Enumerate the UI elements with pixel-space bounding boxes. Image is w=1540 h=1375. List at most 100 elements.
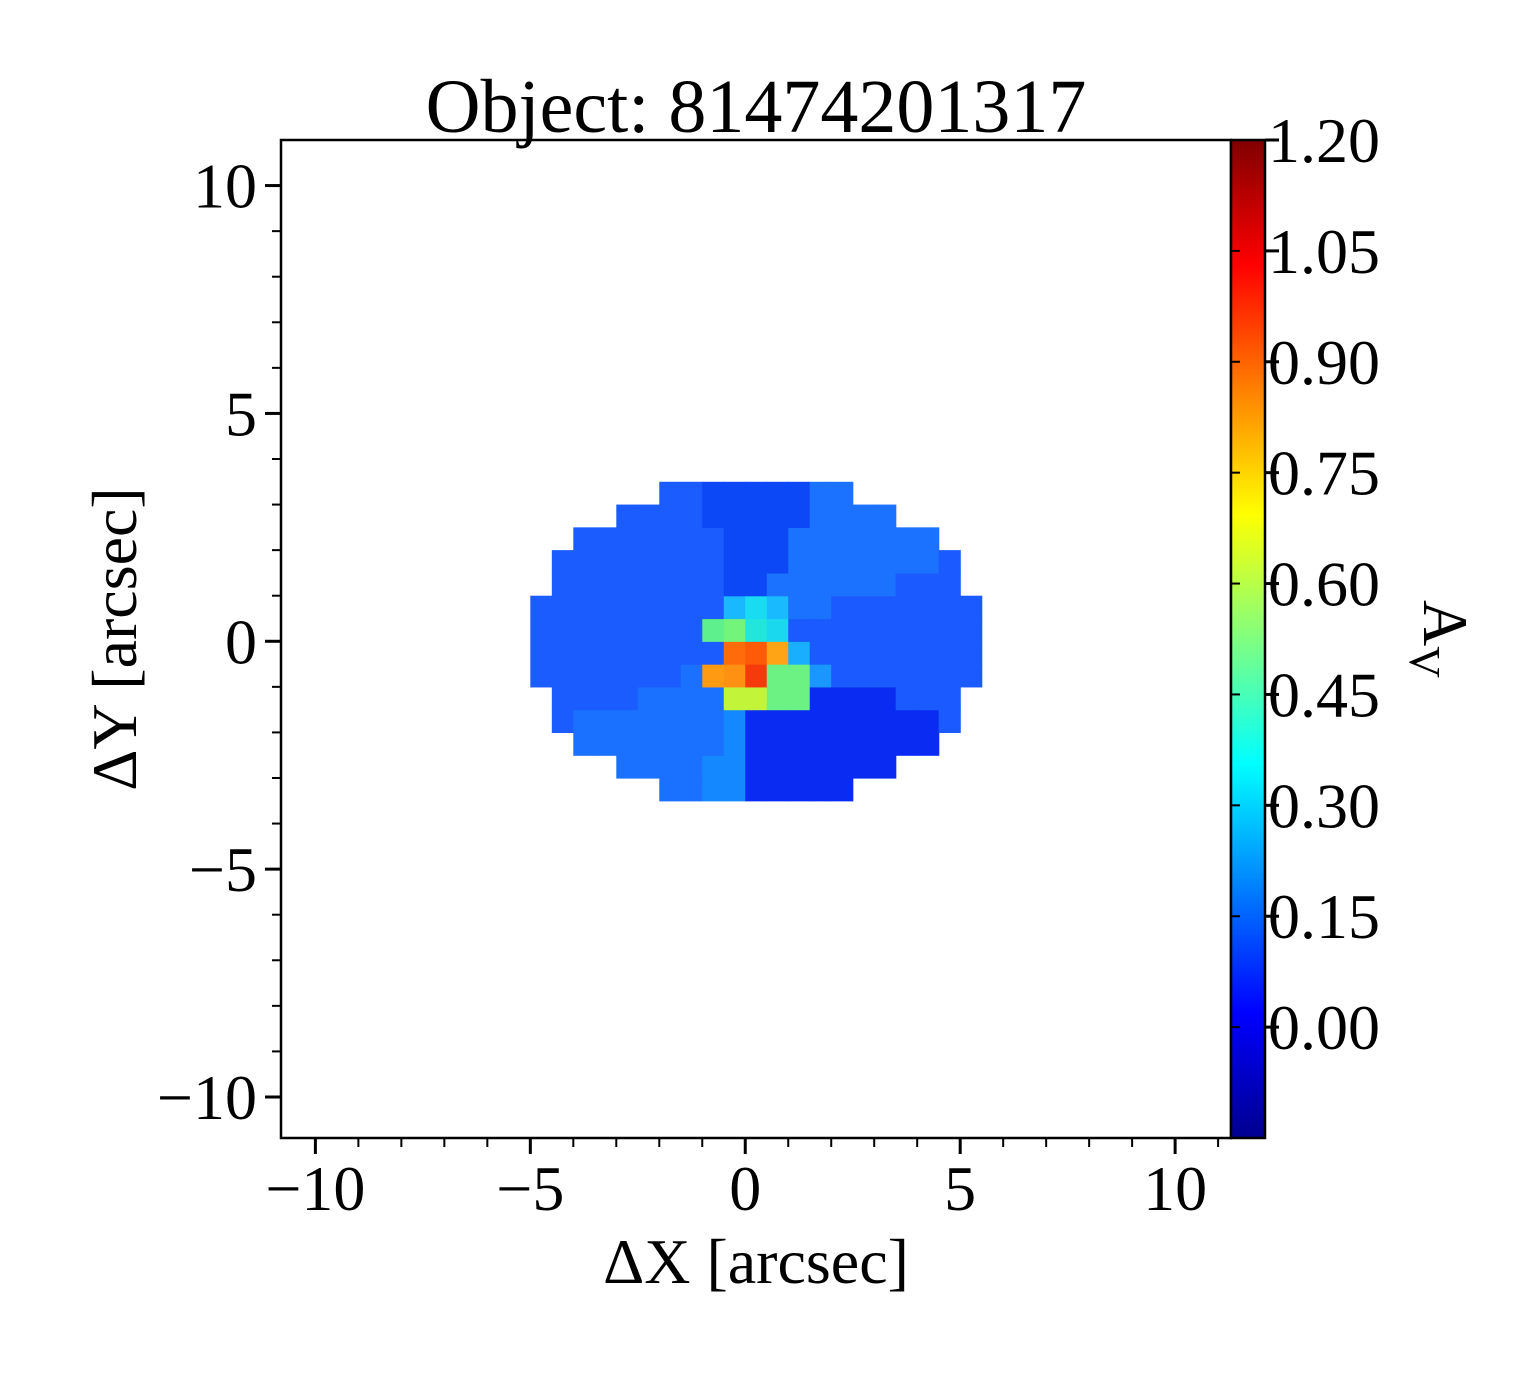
map-pixel: [702, 504, 725, 528]
map-pixel: [874, 664, 897, 688]
map-pixel: [637, 709, 660, 734]
map-pixel: [831, 572, 854, 597]
map-pixel: [530, 595, 553, 620]
map-pixel: [809, 664, 832, 688]
map-pixel: [917, 709, 940, 734]
map-pixel: [895, 732, 918, 756]
map-pixel: [745, 777, 768, 802]
map-pixel: [895, 572, 918, 597]
map-pixel: [594, 732, 617, 756]
map-pixel: [616, 664, 639, 688]
map-pixel: [680, 618, 703, 642]
map-pixel: [616, 641, 639, 665]
map-pixel: [702, 595, 725, 620]
map-pixel: [831, 481, 854, 506]
map-pixel: [680, 550, 703, 574]
map-pixel: [917, 572, 940, 597]
map-pixel: [551, 595, 574, 620]
map-pixel: [745, 709, 768, 734]
map-pixel: [831, 618, 854, 642]
map-pixel: [766, 732, 789, 756]
map-pixel: [573, 527, 596, 551]
x-tick-label: 0: [729, 1153, 761, 1224]
map-pixel: [809, 572, 832, 597]
map-pixel: [766, 527, 789, 551]
map-pixel: [594, 686, 617, 711]
map-pixel: [960, 595, 983, 620]
map-pixel: [637, 732, 660, 756]
map-pixel: [766, 481, 789, 506]
map-pixel: [637, 664, 660, 688]
map-pixel: [702, 732, 725, 756]
map-pixel: [745, 686, 768, 711]
map-pixel: [637, 504, 660, 528]
map-pixel: [616, 595, 639, 620]
map-pixel: [809, 618, 832, 642]
map-pixel: [960, 618, 983, 642]
map-pixel: [788, 641, 811, 665]
map-pixel: [788, 595, 811, 620]
colorbar: [1229, 138, 1267, 1140]
map-pixel: [874, 732, 897, 756]
map-pixel: [637, 686, 660, 711]
map-pixel: [852, 732, 875, 756]
map-pixel: [874, 572, 897, 597]
map-pixel: [659, 755, 682, 779]
map-pixel: [723, 777, 746, 802]
map-pixel: [852, 755, 875, 779]
map-pixel: [573, 709, 596, 734]
map-pixel: [809, 777, 832, 802]
x-axis: −10 −5 0 5 10: [265, 1138, 1220, 1224]
map-pixel: [745, 618, 768, 642]
map-pixel: [766, 686, 789, 711]
map-pixel: [938, 709, 961, 734]
colorbar-label-subscript: V: [1400, 646, 1449, 678]
map-pixel: [895, 550, 918, 574]
map-pixel: [659, 481, 682, 506]
map-pixel: [616, 618, 639, 642]
map-pixel: [702, 641, 725, 665]
map-pixel: [831, 709, 854, 734]
map-pixel: [594, 572, 617, 597]
map-pixel: [788, 664, 811, 688]
map-pixel: [745, 504, 768, 528]
map-pixel: [831, 755, 854, 779]
map-pixel: [723, 527, 746, 551]
map-pixel: [616, 504, 639, 528]
map-pixel: [723, 504, 746, 528]
map-pixel: [917, 641, 940, 665]
map-pixel: [960, 641, 983, 665]
extinction-map: [530, 481, 983, 802]
map-pixel: [637, 527, 660, 551]
map-pixel: [680, 755, 703, 779]
map-pixel: [809, 641, 832, 665]
map-pixel: [745, 572, 768, 597]
map-pixel: [573, 641, 596, 665]
map-pixel: [874, 618, 897, 642]
map-pixel: [852, 504, 875, 528]
map-pixel: [874, 504, 897, 528]
map-pixel: [551, 709, 574, 734]
map-pixel: [745, 664, 768, 688]
map-pixel: [616, 709, 639, 734]
map-pixel: [530, 664, 553, 688]
map-pixel: [594, 709, 617, 734]
map-pixel: [637, 595, 660, 620]
map-pixel: [551, 572, 574, 597]
map-pixel: [852, 686, 875, 711]
map-pixel: [852, 618, 875, 642]
map-pixel: [809, 504, 832, 528]
map-pixel: [852, 709, 875, 734]
map-pixel: [895, 527, 918, 551]
colorbar-tick-label: 0.75: [1268, 438, 1380, 509]
colorbar-tick-label: 0.00: [1268, 992, 1380, 1063]
map-pixel: [637, 572, 660, 597]
map-pixel: [573, 618, 596, 642]
map-pixel: [788, 504, 811, 528]
x-tick-label: −5: [496, 1153, 564, 1224]
map-pixel: [723, 664, 746, 688]
map-pixel: [659, 595, 682, 620]
map-pixel: [616, 550, 639, 574]
map-pixel: [594, 664, 617, 688]
map-pixel: [594, 641, 617, 665]
